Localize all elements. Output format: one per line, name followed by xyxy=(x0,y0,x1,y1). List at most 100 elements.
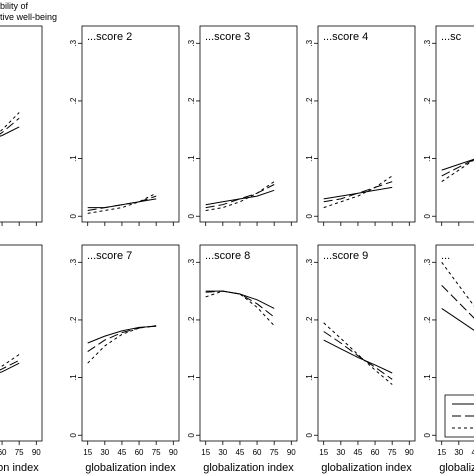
x-tick-label: 60 xyxy=(371,448,380,457)
y-tick-label: 0 xyxy=(423,213,432,218)
series-line-short-dash xyxy=(87,192,157,214)
x-tick-label: 45 xyxy=(235,448,244,457)
panel-title: ...sc xyxy=(441,31,462,43)
x-tick-label: 60 xyxy=(135,448,144,457)
y-tick-label: .1 xyxy=(423,155,432,162)
series-line-solid xyxy=(441,158,474,171)
panel-frame xyxy=(0,244,43,442)
x-tick-label: 15 xyxy=(201,448,210,457)
panels-layer: re 10.1.2.3 ...score 2 0 .1 .2 .3 ...score 3 0.… xyxy=(0,25,474,474)
y-tick-label: .3 xyxy=(423,39,432,46)
x-tick-label: 45 xyxy=(353,448,362,457)
panel-frame xyxy=(435,244,474,442)
series-line-long-dash xyxy=(205,184,275,209)
x-tick-label: 30 xyxy=(100,448,109,457)
y-tick-label: .3 xyxy=(187,258,196,265)
panel-title: ...score 7 xyxy=(87,250,132,262)
series-line-short-dash xyxy=(441,262,474,307)
x-axis-label: globalization index xyxy=(85,462,176,474)
x-tick-label: 30 xyxy=(336,448,345,457)
panel-3: ...score 3 0 .1 .2 .3 xyxy=(187,25,298,226)
panel-frame xyxy=(199,244,298,442)
x-tick-label: 75 xyxy=(15,448,24,457)
series-line-solid xyxy=(205,189,275,206)
y-tick-label: .3 xyxy=(305,39,314,46)
series-line-short-dash xyxy=(323,322,393,385)
y-tick-label: .1 xyxy=(69,155,78,162)
y-tick-label: 0 xyxy=(187,213,196,218)
y-tick-label: .1 xyxy=(305,374,314,381)
x-tick-label: 15 xyxy=(319,448,328,457)
x-tick-label: 90 xyxy=(287,448,296,457)
x-tick-label: 15 xyxy=(83,448,92,457)
series-line-short-dash xyxy=(205,290,275,327)
panel-title: ...score 2 xyxy=(87,31,132,43)
y-tick-label: .3 xyxy=(187,39,196,46)
figure-header-line-2: tive well-being xyxy=(0,12,57,22)
panel-title: ...score 4 xyxy=(323,31,368,43)
panel-1: re 10.1.2.3 xyxy=(0,25,43,226)
x-tick-label: 90 xyxy=(405,448,414,457)
y-tick-label: 0 xyxy=(423,432,432,437)
series-line-short-dash xyxy=(441,159,474,183)
series-line-solid xyxy=(0,126,20,137)
panel-7: ...score 7 0 .1 .2 .3 15 30 45 60 75 90 globalizati… xyxy=(69,244,180,474)
series-line-solid xyxy=(441,307,474,331)
panel-frame xyxy=(0,25,43,223)
y-tick-label: .3 xyxy=(305,258,314,265)
y-tick-label: .2 xyxy=(69,316,78,323)
figure-header-line-1: bility of xyxy=(0,1,29,11)
y-tick-label: 0 xyxy=(305,432,314,437)
y-tick-label: .1 xyxy=(69,374,78,381)
panel-8: ...score 8 0 .1 .2 .3 15 30 45 60 75 90 globalizati… xyxy=(187,244,298,474)
panel-frame xyxy=(317,244,416,442)
panel-title: ...score 3 xyxy=(205,31,250,43)
y-tick-label: .2 xyxy=(305,97,314,104)
panel-5: ...sc 0 .1 .2 .3 xyxy=(423,25,474,226)
series-line-solid xyxy=(87,198,157,209)
y-tick-label: .1 xyxy=(187,155,196,162)
x-tick-label: 75 xyxy=(388,448,397,457)
y-tick-label: .2 xyxy=(423,97,432,104)
series-line-short-dash xyxy=(323,175,393,209)
y-tick-label: .2 xyxy=(187,316,196,323)
series-line-long-dash xyxy=(323,181,393,203)
panel-frame xyxy=(317,25,416,223)
x-axis-label: globalization index xyxy=(321,462,412,474)
series-line-long-dash xyxy=(323,331,393,380)
y-tick-label: .1 xyxy=(305,155,314,162)
x-tick-label: 90 xyxy=(169,448,178,457)
x-tick-label: 15 xyxy=(437,448,446,457)
x-tick-label: 45 xyxy=(117,448,126,457)
x-axis-label: globalization index xyxy=(203,462,294,474)
panel-title: ...score 9 xyxy=(323,250,368,262)
y-tick-label: 0 xyxy=(305,213,314,218)
series-line-long-dash xyxy=(441,285,474,319)
y-tick-label: .2 xyxy=(423,316,432,323)
panel-frame xyxy=(81,244,180,442)
panel-title: ...score 8 xyxy=(205,250,250,262)
panel-frame xyxy=(435,25,474,223)
x-tick-label: 30 xyxy=(218,448,227,457)
series-line-short-dash xyxy=(87,325,157,364)
x-tick-label: 75 xyxy=(270,448,279,457)
series-line-solid xyxy=(323,339,393,374)
series-line-long-dash xyxy=(0,117,20,135)
panel-9: ...score 9 0 .1 .2 .3 15 30 45 60 75 90 globalizati… xyxy=(305,244,416,474)
panel-title: ... xyxy=(441,250,450,262)
x-tick-label: 90 xyxy=(32,448,41,457)
y-tick-label: 0 xyxy=(187,432,196,437)
panel-4: ...score 4 0 .1 .2 .3 xyxy=(305,25,416,226)
x-tick-label: 60 xyxy=(253,448,262,457)
series-line-long-dash xyxy=(87,325,157,353)
y-tick-label: 0 xyxy=(69,432,78,437)
series-line-short-dash xyxy=(0,112,20,133)
x-tick-label: 45 xyxy=(471,448,474,457)
series-line-long-dash xyxy=(205,290,275,318)
y-tick-label: .3 xyxy=(69,258,78,265)
series-line-solid xyxy=(0,362,20,374)
x-axis-label: globalization index xyxy=(0,462,39,474)
